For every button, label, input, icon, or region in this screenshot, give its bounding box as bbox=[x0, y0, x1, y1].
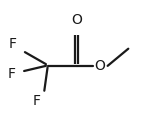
Text: F: F bbox=[33, 94, 41, 108]
Text: O: O bbox=[71, 13, 82, 27]
Text: O: O bbox=[95, 59, 105, 73]
Text: F: F bbox=[7, 67, 15, 81]
Text: F: F bbox=[9, 37, 17, 51]
